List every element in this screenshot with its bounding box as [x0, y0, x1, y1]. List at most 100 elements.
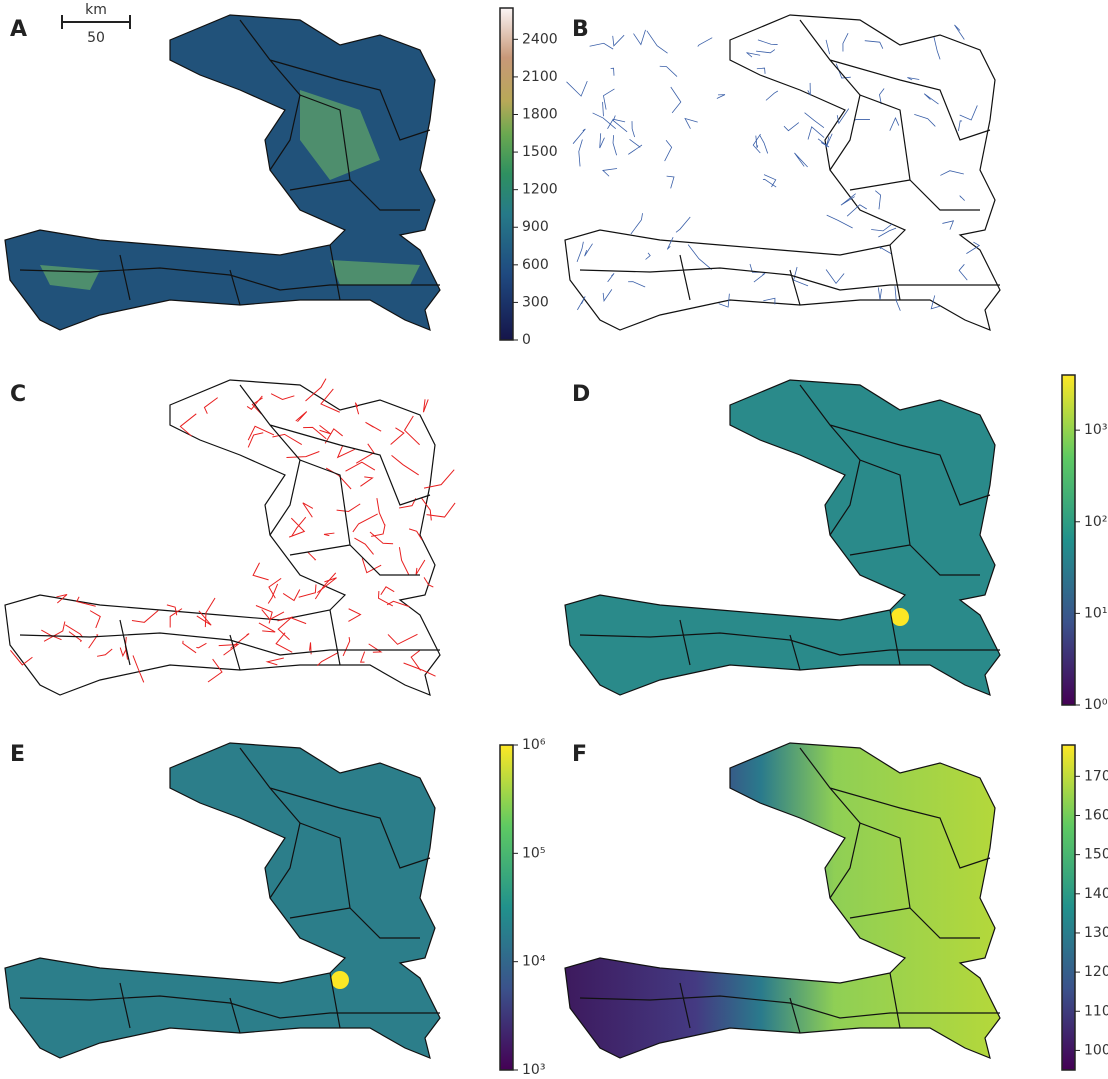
river	[647, 31, 668, 53]
road	[269, 578, 281, 598]
panel: D	[565, 380, 1000, 695]
river	[756, 136, 758, 148]
river	[827, 215, 853, 228]
country-shape	[565, 743, 1000, 1058]
panel: C	[5, 379, 455, 695]
map	[565, 15, 1000, 330]
river	[805, 113, 824, 128]
figure: km 50 A 0 300 600 900 1200 1500 1800 2100 2400 B C D…	[0, 0, 1108, 1079]
colorbar-tick-label: 10⁵	[522, 845, 545, 861]
colorbar-tick-label: 170	[1084, 768, 1108, 784]
river	[671, 87, 681, 113]
capital-hotspot	[331, 971, 349, 989]
colorbar-tick-label: 150	[1084, 847, 1108, 863]
river	[630, 139, 641, 147]
river	[794, 153, 807, 167]
river	[603, 89, 614, 110]
river	[685, 119, 698, 129]
river	[611, 68, 614, 75]
panel-label: B	[572, 17, 589, 42]
colorbar-tick-label: 2400	[522, 31, 558, 47]
panel-label: F	[572, 742, 587, 767]
colorbar-tick-label: 2100	[522, 69, 558, 85]
colorbar-tick-label: 110	[1084, 1003, 1108, 1019]
colorbar-tick-label: 10³	[1084, 422, 1107, 438]
river	[665, 140, 672, 161]
colorbar-tick-label: 10³	[522, 1062, 545, 1078]
river	[717, 95, 725, 99]
panel-label: E	[10, 742, 25, 767]
road	[427, 503, 456, 517]
colorbar-tick-label: 10⁰	[1084, 697, 1108, 713]
scale-bar: km 50	[62, 2, 130, 46]
capital-hotspot	[891, 608, 909, 626]
colorbar-tick-label: 1500	[522, 144, 558, 160]
colorbar-tick-label: 1800	[522, 106, 558, 122]
road	[253, 563, 269, 580]
panel-label: A	[10, 17, 27, 42]
river	[613, 35, 624, 46]
river	[632, 121, 635, 137]
panel-label: D	[572, 382, 590, 407]
river	[808, 127, 824, 140]
river	[579, 140, 583, 167]
river	[567, 81, 588, 96]
river	[573, 129, 585, 144]
river	[871, 224, 892, 231]
colorbar-tick-label: 10¹	[1084, 605, 1107, 621]
colorbar-tick-label: 600	[522, 257, 549, 273]
colorbar-tick-label: 140	[1084, 886, 1108, 902]
river	[784, 123, 799, 131]
river	[608, 119, 626, 129]
river	[613, 135, 617, 155]
road	[423, 399, 428, 412]
panel: B	[565, 15, 1000, 330]
river	[667, 176, 674, 188]
river	[628, 145, 642, 154]
country-shape	[565, 380, 1000, 695]
river	[954, 25, 964, 40]
colorbar	[1062, 375, 1075, 705]
colorbar-tick-label: 10²	[1084, 514, 1107, 530]
road	[262, 610, 284, 620]
river	[660, 66, 677, 76]
colorbar-tick-label: 10⁴	[522, 954, 546, 970]
panel: F	[565, 742, 1000, 1058]
river	[631, 213, 643, 234]
colorbar	[500, 745, 513, 1070]
river	[760, 135, 768, 153]
map	[5, 379, 455, 695]
map	[565, 743, 1000, 1058]
colorbar-tick-label: 0	[522, 332, 531, 348]
road	[299, 584, 316, 597]
colorbar-tick-label: 130	[1084, 925, 1108, 941]
scale-unit: km	[85, 2, 107, 18]
panel-label: C	[10, 382, 26, 407]
map	[5, 743, 440, 1058]
panel: E	[5, 742, 440, 1058]
river	[878, 228, 896, 237]
colorbar-tick-label: 300	[522, 294, 549, 310]
colorbar-tick-label: 120	[1084, 964, 1108, 980]
colorbar-tick-label: 900	[522, 219, 549, 235]
panel: A	[5, 15, 440, 330]
river	[577, 296, 585, 309]
river	[698, 38, 712, 47]
river	[633, 30, 645, 45]
colorbar-tick-label: 160	[1084, 807, 1108, 823]
river	[590, 43, 614, 49]
road	[283, 590, 300, 601]
river	[603, 169, 617, 177]
colorbar-tick-label: 1200	[522, 182, 558, 198]
map	[565, 380, 1000, 695]
colorbar	[500, 8, 513, 340]
colorbar	[1062, 745, 1075, 1070]
colorbar-tick-label: 100	[1084, 1042, 1108, 1058]
scale-length: 50	[87, 30, 105, 46]
country-shape	[5, 743, 440, 1058]
colorbar-tick-label: 10⁶	[522, 737, 546, 753]
river	[603, 102, 604, 116]
river	[766, 91, 778, 100]
river	[613, 115, 627, 131]
map	[5, 15, 440, 330]
